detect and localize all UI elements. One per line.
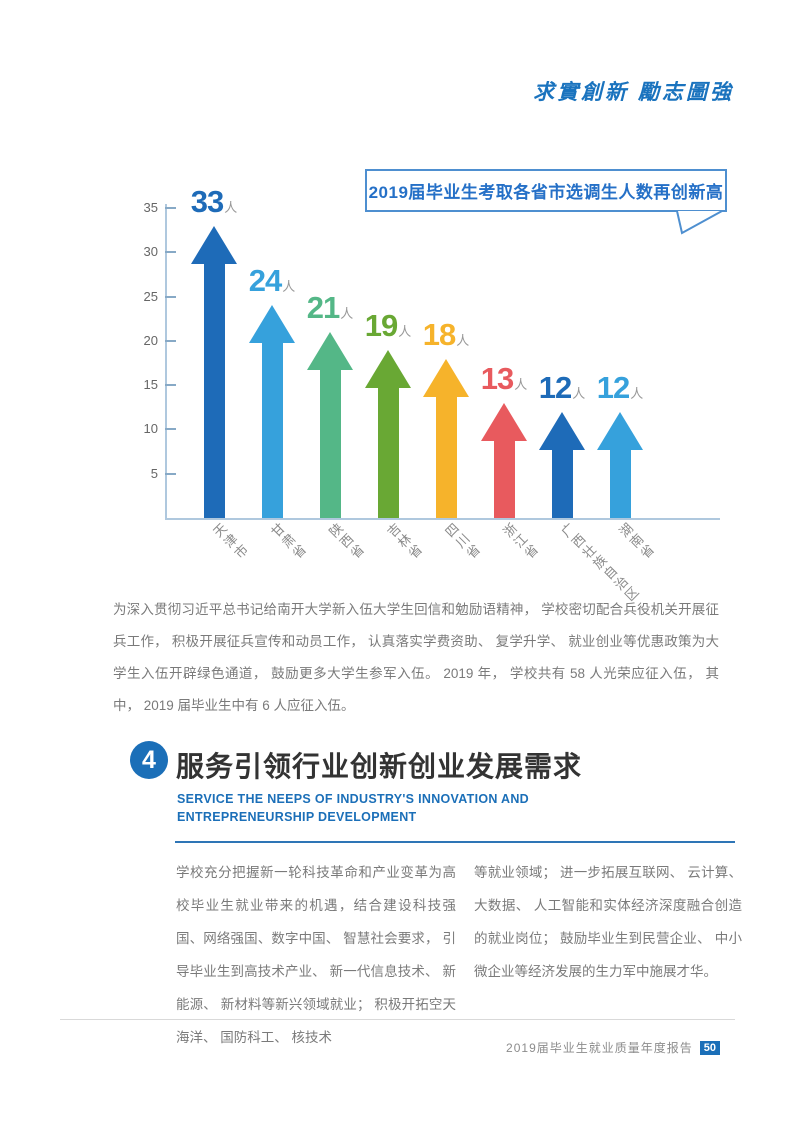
arrow-head <box>597 412 643 450</box>
section-divider-line <box>175 841 735 843</box>
bar-arrow-四川省 <box>423 359 469 518</box>
y-axis-label: 20 <box>143 332 158 348</box>
bar-value-unit: 人 <box>398 324 412 339</box>
footer-report-title: 2019届毕业生就业质量年度报告 <box>506 1041 693 1055</box>
arrow-head <box>539 412 585 450</box>
y-axis-label: 15 <box>143 377 158 393</box>
bar-value-number: 13 <box>480 361 514 396</box>
chart-title: 2019届毕业生考取各省市选调生人数再创新高 <box>368 183 724 202</box>
arrow-head <box>249 305 295 343</box>
bar-value-unit: 人 <box>572 386 586 401</box>
y-axis-tick <box>165 251 176 254</box>
section-subtitle-line1: SERVICE THE NEEPS OF INDUSTRY'S INNOVATI… <box>177 792 529 806</box>
y-axis-tick <box>165 295 176 298</box>
y-axis-tick <box>165 384 176 387</box>
chart-title-callout: 2019届毕业生考取各省市选调生人数再创新高 <box>365 169 727 212</box>
x-axis-label: 天津市 <box>209 520 252 564</box>
arrow-shaft <box>609 450 631 518</box>
arrow-shaft <box>377 388 399 518</box>
bar-value-unit: 人 <box>456 333 470 348</box>
footer-divider-line <box>60 1019 735 1020</box>
x-axis-label: 湖南省 <box>615 520 658 564</box>
arrow-head <box>191 226 237 264</box>
x-axis-line <box>165 518 720 520</box>
page-number-badge: 50 <box>699 1040 720 1055</box>
bar-arrow-天津市 <box>191 226 237 518</box>
bar-arrow-湖南省 <box>597 412 643 518</box>
bar-arrow-吉林省 <box>365 350 411 518</box>
y-axis-tick <box>165 339 176 342</box>
enlistment-paragraph: 为深入贯彻习近平总书记给南开大学新入伍大学生回信和勉励语精神， 学校密切配合兵役… <box>113 602 719 713</box>
y-axis-label: 35 <box>143 200 158 215</box>
y-axis-tick <box>165 428 176 431</box>
section-subtitle-line2: ENTREPRENEURSHIP DEVELOPMENT <box>177 810 417 824</box>
bar-value-label: 24人 <box>224 263 320 299</box>
section-number-badge: 4 <box>130 741 168 779</box>
arrow-shaft <box>203 264 225 518</box>
x-axis-label: 浙江省 <box>499 520 542 564</box>
arrow-shaft <box>435 397 457 518</box>
bar-value-number: 19 <box>364 308 398 343</box>
arrow-head <box>481 403 527 441</box>
body-column-left: 学校充分把握新一轮科技革命和产业变革为高校毕业生就业带来的机遇，结合建设科技强国… <box>176 865 456 1045</box>
section-title: 服务引领行业创新创业发展需求 <box>176 751 583 782</box>
bar-value-number: 12 <box>596 370 630 405</box>
x-axis-label: 陕西省 <box>325 520 368 564</box>
y-axis-tick <box>165 472 176 475</box>
callout-tail-pointer <box>676 210 723 235</box>
y-axis-tick <box>165 207 176 209</box>
bar-value-label: 12人 <box>514 370 610 406</box>
x-axis-label: 四川省 <box>441 520 484 564</box>
bar-value-unit: 人 <box>224 200 238 215</box>
arrow-head <box>365 350 411 388</box>
bar-arrow-浙江省 <box>481 403 527 518</box>
y-axis-label: 25 <box>143 288 158 304</box>
bar-value-label: 19人 <box>340 308 436 344</box>
arrow-shaft <box>261 343 283 518</box>
bar-value-unit: 人 <box>340 306 354 321</box>
y-axis-label: 30 <box>143 244 158 260</box>
bar-value-label: 33人 <box>166 184 262 220</box>
x-axis-label: 吉林省 <box>383 520 426 564</box>
bar-value-number: 33 <box>190 184 224 219</box>
bar-value-unit: 人 <box>630 386 644 401</box>
bar-value-label: 12人 <box>572 370 668 406</box>
bar-value-label: 18人 <box>398 317 494 353</box>
bar-value-number: 24 <box>248 263 282 298</box>
footer: 2019届毕业生就业质量年度报告 50 <box>506 1039 720 1056</box>
header-motto: 求實創新 勵志圖強 <box>533 81 734 104</box>
body-column-right: 等就业领域； 进一步拓展互联网、 云计算、 大数据、 人工智能和实体经济深度融合… <box>474 865 742 979</box>
bar-value-label: 21人 <box>282 290 378 326</box>
arrow-head <box>423 359 469 397</box>
section-body-columns: 学校充分把握新一轮科技革命和产业变革为高校毕业生就业带来的机遇，结合建设科技强国… <box>176 856 742 1054</box>
bar-value-number: 12 <box>538 370 572 405</box>
arrow-head <box>307 332 353 370</box>
y-axis-line <box>165 204 167 520</box>
y-axis-label: 5 <box>150 465 158 481</box>
y-axis-label: 10 <box>143 421 158 437</box>
bar-arrow-甘肃省 <box>249 305 295 518</box>
bar-value-unit: 人 <box>514 377 528 392</box>
arrow-shaft <box>319 370 341 518</box>
selected-graduates-arrow-chart: 5 10 15 20 25 30 35 33人 天津市 24人 甘肃省 21人 陕西省 19人 吉林省 18人… <box>120 184 760 606</box>
bar-arrow-陕西省 <box>307 332 353 518</box>
bar-arrow-广西壮族自治区 <box>539 412 585 518</box>
arrow-shaft <box>551 450 573 518</box>
bar-value-label: 13人 <box>456 361 552 397</box>
bar-value-unit: 人 <box>282 279 296 294</box>
bar-value-number: 21 <box>306 290 340 325</box>
section-subtitle: SERVICE THE NEEPS OF INDUSTRY'S INNOVATI… <box>177 790 529 826</box>
arrow-shaft <box>493 441 515 518</box>
x-axis-label: 甘肃省 <box>267 520 310 564</box>
bar-value-number: 18 <box>422 317 456 352</box>
